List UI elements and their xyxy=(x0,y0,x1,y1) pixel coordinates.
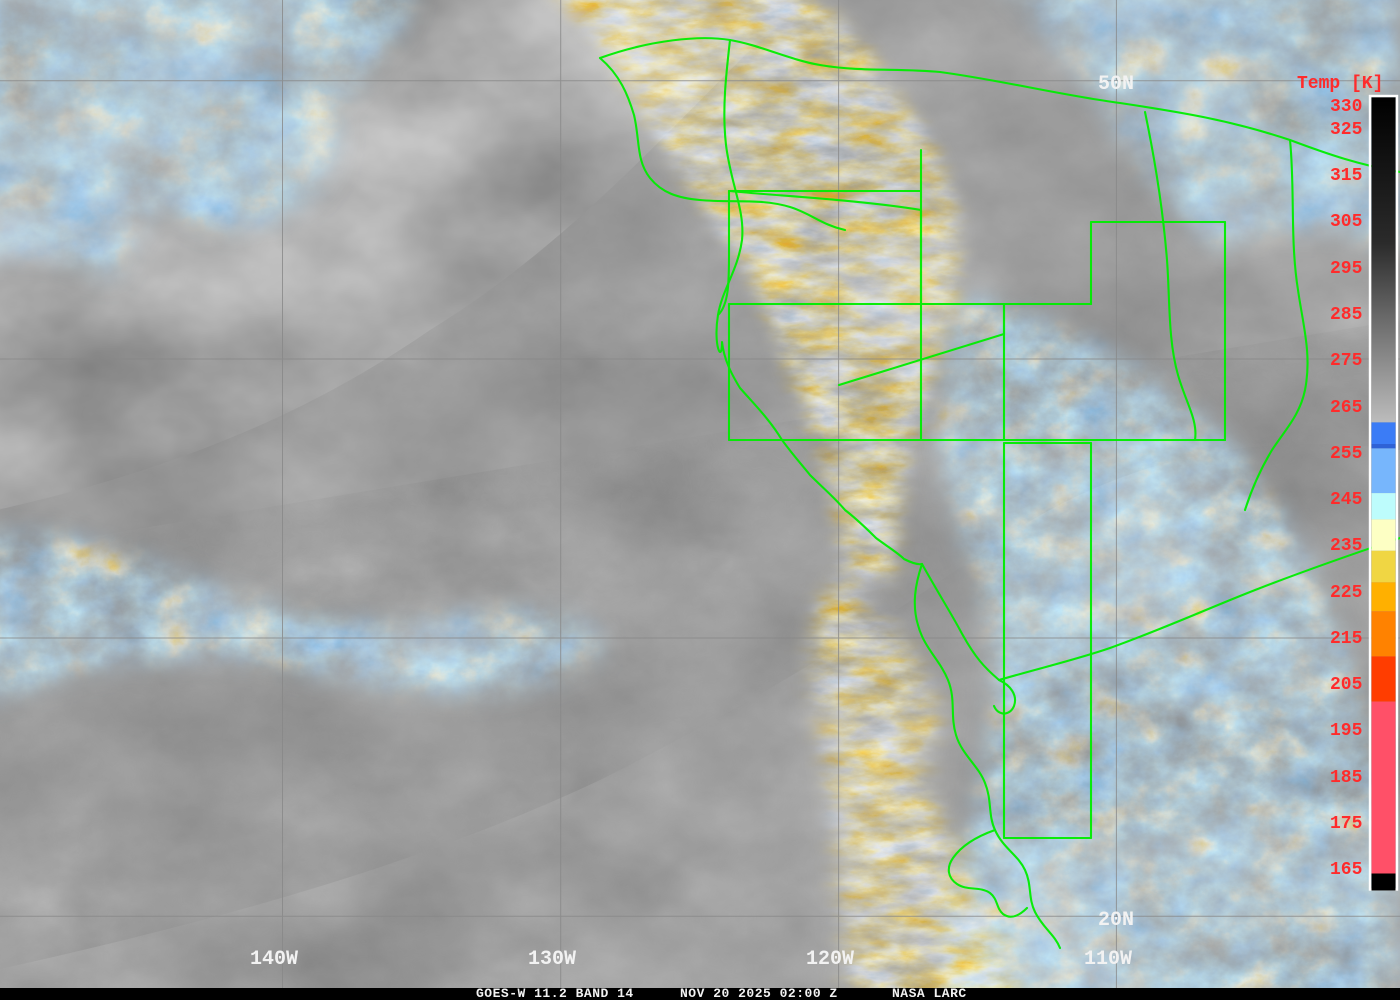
svg-text:225: 225 xyxy=(1330,583,1362,603)
svg-text:195: 195 xyxy=(1330,721,1362,741)
svg-text:20N: 20N xyxy=(1098,909,1134,932)
svg-text:175: 175 xyxy=(1330,814,1362,834)
svg-text:235: 235 xyxy=(1330,536,1362,556)
svg-text:140W: 140W xyxy=(250,948,298,971)
svg-text:Temp [K]: Temp [K] xyxy=(1297,74,1383,94)
svg-text:295: 295 xyxy=(1330,259,1362,279)
svg-text:215: 215 xyxy=(1330,629,1362,649)
svg-text:NASA LARC: NASA LARC xyxy=(892,986,967,1000)
svg-text:NOV 20 2025 02:00 Z: NOV 20 2025 02:00 Z xyxy=(680,986,838,1000)
svg-text:130W: 130W xyxy=(528,948,576,971)
svg-text:165: 165 xyxy=(1330,860,1362,880)
svg-text:330: 330 xyxy=(1330,97,1362,117)
svg-text:205: 205 xyxy=(1330,675,1362,695)
svg-text:255: 255 xyxy=(1330,444,1362,464)
svg-text:110W: 110W xyxy=(1084,948,1132,971)
svg-text:185: 185 xyxy=(1330,768,1362,788)
svg-text:265: 265 xyxy=(1330,398,1362,418)
svg-text:245: 245 xyxy=(1330,490,1362,510)
svg-text:120W: 120W xyxy=(806,948,854,971)
svg-text:GOES-W 11.2 BAND 14: GOES-W 11.2 BAND 14 xyxy=(476,986,634,1000)
svg-text:315: 315 xyxy=(1330,166,1362,186)
svg-text:50N: 50N xyxy=(1098,73,1134,96)
svg-text:305: 305 xyxy=(1330,212,1362,232)
svg-text:275: 275 xyxy=(1330,351,1362,371)
svg-text:285: 285 xyxy=(1330,305,1362,325)
svg-text:325: 325 xyxy=(1330,120,1362,140)
